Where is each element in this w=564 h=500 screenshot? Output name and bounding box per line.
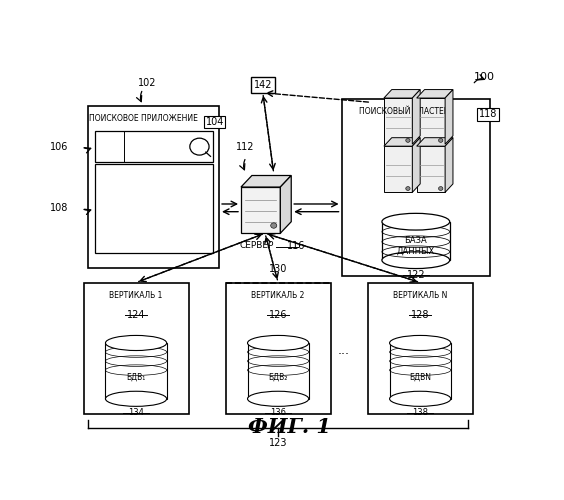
Ellipse shape [105,336,167,350]
Text: 122: 122 [407,270,425,280]
Text: БДВN: БДВN [409,373,431,382]
Bar [342,98,490,276]
Bar [417,146,445,192]
Bar [88,106,219,268]
Text: БАЗА
ДАННЫХ: БАЗА ДАННЫХ [396,236,435,256]
Polygon shape [241,176,291,187]
Bar [105,343,167,399]
Circle shape [439,186,443,190]
Ellipse shape [382,214,450,230]
Text: ВЕРТИКАЛЬ N: ВЕРТИКАЛЬ N [393,291,447,300]
Text: ФИГ. 1: ФИГ. 1 [248,416,331,436]
Polygon shape [417,138,453,146]
Circle shape [406,186,410,190]
Text: 102: 102 [138,78,156,88]
Ellipse shape [382,252,450,268]
Ellipse shape [248,392,309,406]
Polygon shape [384,138,420,146]
Bar [417,98,445,144]
Text: 134: 134 [128,408,144,418]
Polygon shape [412,138,420,192]
Circle shape [439,138,443,142]
Text: 124: 124 [127,310,146,320]
Text: БДВ₂: БДВ₂ [268,373,288,382]
Text: 136: 136 [270,408,286,418]
Text: ...: ... [338,344,350,357]
Text: ПОИСКОВЫЙ КЛАСТЕР: ПОИСКОВЫЙ КЛАСТЕР [359,107,448,116]
Circle shape [406,138,410,142]
Text: 128: 128 [411,310,429,320]
Text: 126: 126 [269,310,288,320]
Polygon shape [445,90,453,144]
Ellipse shape [105,392,167,406]
Bar [382,222,450,260]
Bar [95,164,213,252]
Bar [390,343,451,399]
Text: 118: 118 [479,110,497,120]
Text: 100: 100 [474,72,495,82]
Bar [248,343,309,399]
Text: 112: 112 [236,142,254,152]
Text: 104: 104 [205,117,224,127]
Text: 116: 116 [287,241,305,251]
Ellipse shape [390,392,451,406]
Text: ВЕРТИКАЛЬ 1: ВЕРТИКАЛЬ 1 [109,291,163,300]
Bar [83,284,188,414]
Bar [241,187,280,233]
Bar [368,284,473,414]
Circle shape [271,223,277,228]
Polygon shape [280,176,291,233]
Text: ПОИСКОВОЕ ПРИЛОЖЕНИЕ: ПОИСКОВОЕ ПРИЛОЖЕНИЕ [89,114,197,123]
Bar [384,146,412,192]
Text: 106: 106 [50,142,68,152]
Polygon shape [417,90,453,98]
Ellipse shape [248,336,309,350]
Ellipse shape [390,336,451,350]
Text: 138: 138 [412,408,428,418]
Text: 142: 142 [254,80,272,90]
Bar [226,284,331,414]
Polygon shape [445,138,453,192]
Bar [384,98,412,144]
Polygon shape [384,90,420,98]
Text: 123: 123 [269,438,288,448]
Text: ВЕРТИКАЛЬ 2: ВЕРТИКАЛЬ 2 [252,291,305,300]
Text: СЕРВЕР: СЕРВЕР [239,241,274,250]
Text: 130: 130 [269,264,287,274]
Bar [95,131,213,162]
Polygon shape [412,90,420,144]
Text: БДВ₁: БДВ₁ [126,373,146,382]
Text: 108: 108 [50,203,68,213]
